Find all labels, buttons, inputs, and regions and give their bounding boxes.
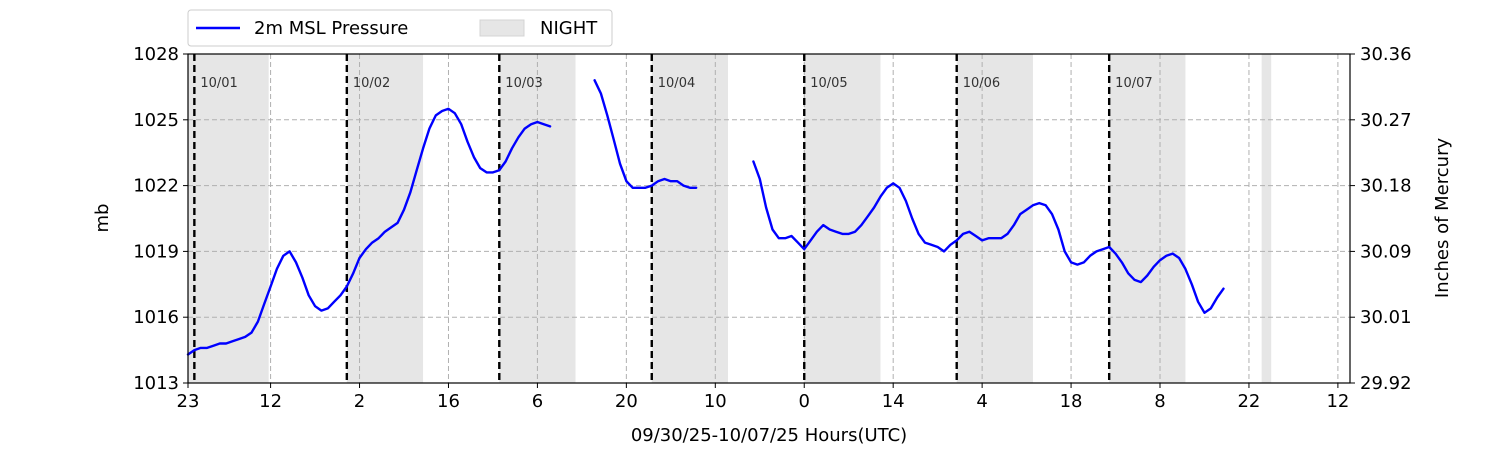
y-tick-label-left: 1013 (133, 373, 179, 394)
night-band (956, 54, 1033, 383)
y-tick-label-left: 1016 (133, 307, 179, 328)
day-marker-label: 10/02 (353, 76, 390, 91)
plot-frame (187, 53, 1351, 384)
y-tick-label-left: 1028 (133, 44, 179, 65)
night-band (1261, 54, 1272, 383)
y-axis-label-right: Inches of Mercury (1432, 138, 1453, 299)
pressure-series-line (752, 160, 1225, 314)
x-tick-label: 12 (259, 391, 282, 412)
legend: 2m MSL Pressure NIGHT (187, 9, 613, 47)
day-marker-label: 10/04 (658, 76, 695, 91)
x-tick-label: 22 (1237, 391, 1260, 412)
y-tick-label-right: 29.92 (1360, 373, 1412, 394)
day-marker-label: 10/01 (200, 76, 237, 91)
y-tick-label-left: 1022 (133, 176, 179, 197)
y-tick-label-right: 30.36 (1360, 44, 1412, 65)
x-tick-label: 14 (882, 391, 905, 412)
x-tick-label: 0 (799, 391, 810, 412)
y-tick-label-right: 30.01 (1360, 307, 1412, 328)
night-band (651, 54, 729, 383)
x-tick-label: 2 (354, 391, 365, 412)
day-marker-label: 10/06 (963, 76, 1000, 91)
x-tick-label: 18 (1060, 391, 1083, 412)
x-tick-label: 4 (976, 391, 987, 412)
night-band (1109, 54, 1186, 383)
x-tick-label: 12 (1326, 391, 1349, 412)
y-tick-label-left: 1019 (133, 241, 179, 262)
x-tick-label: 16 (437, 391, 460, 412)
day-marker-label: 10/03 (505, 76, 542, 91)
x-tick-label: 23 (177, 391, 200, 412)
x-tick-label: 10 (704, 391, 727, 412)
x-axis-label: 09/30/25-10/07/25 Hours(UTC) (631, 425, 907, 446)
y-tick-label-left: 1025 (133, 110, 179, 131)
x-tick-label: 8 (1154, 391, 1165, 412)
y-axis-label-left: mb (92, 204, 113, 233)
pressure-series-line (593, 79, 698, 190)
x-tick-label: 20 (615, 391, 638, 412)
night-band (188, 54, 269, 383)
legend-night-swatch (479, 19, 525, 37)
night-band (346, 54, 424, 383)
day-marker-label: 10/07 (1115, 76, 1152, 91)
legend-frame (187, 9, 613, 47)
legend-label-night: NIGHT (540, 18, 598, 39)
y-tick-label-right: 30.27 (1360, 110, 1412, 131)
pressure-series-line (186, 107, 552, 356)
day-marker-label: 10/05 (810, 76, 847, 91)
legend-label-pressure: 2m MSL Pressure (254, 18, 408, 39)
y-tick-label-right: 30.09 (1360, 241, 1412, 262)
night-band (804, 54, 881, 383)
y-tick-label-right: 30.18 (1360, 176, 1412, 197)
x-tick-label: 6 (532, 391, 543, 412)
